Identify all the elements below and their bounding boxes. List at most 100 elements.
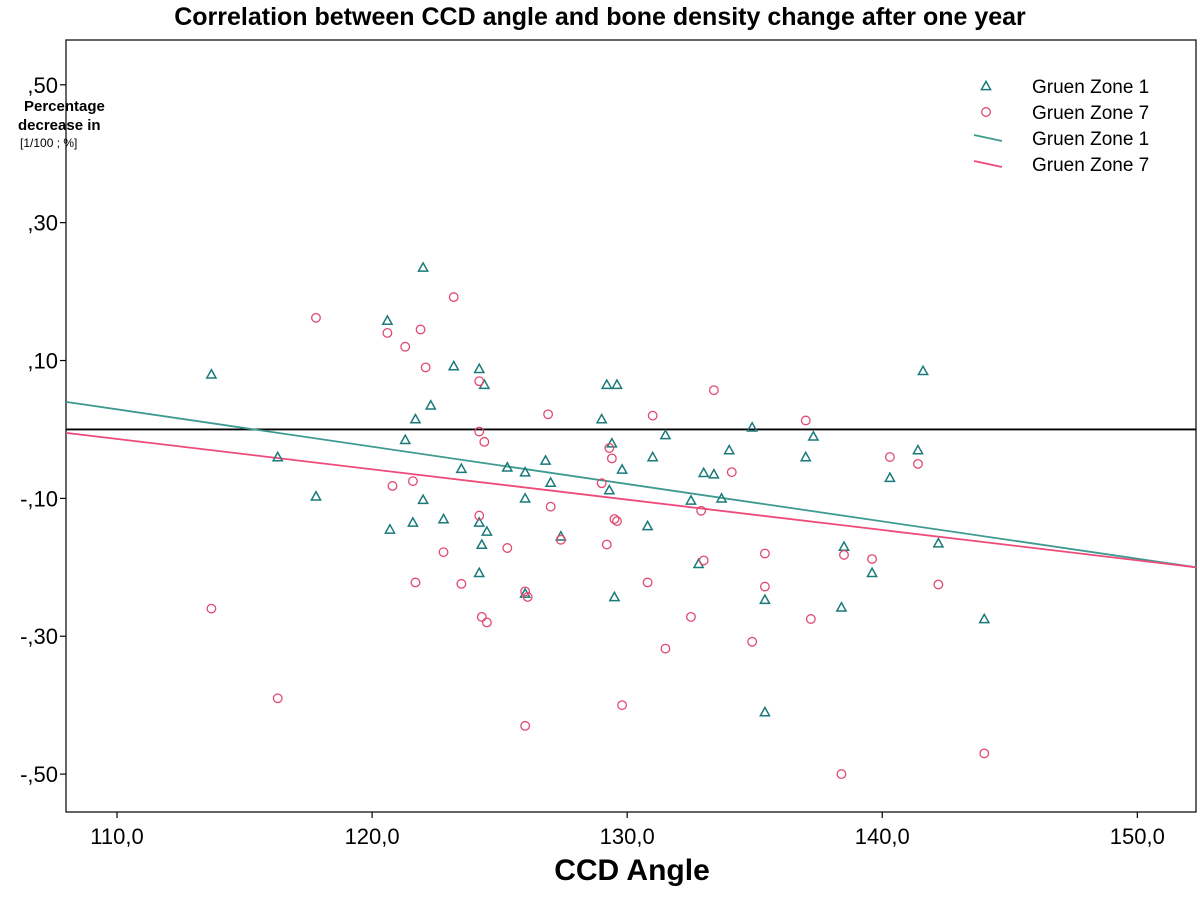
zone7-circle-point: [522, 591, 533, 602]
zone1-triangle-point: [381, 314, 394, 325]
zone1-triangle-point: [481, 525, 493, 536]
zone1-triangle-point: [835, 601, 848, 612]
zone7-circle-point: [481, 617, 492, 628]
legend-line-zone-1-icon: [973, 134, 1003, 142]
zone1-triangle-point: [659, 428, 672, 440]
y-tick-label: ,30: [27, 211, 58, 236]
zone7-circle-point: [311, 312, 321, 323]
zone1-triangle-point: [799, 450, 812, 462]
zone7-circle-point: [698, 555, 709, 566]
y-tick-label: -,10: [20, 486, 58, 511]
legend-label: Gruen Zone 7: [1032, 155, 1149, 176]
zone7-circle-point: [805, 614, 816, 624]
zone7-circle-point: [726, 467, 737, 478]
zone1-triangle-point: [600, 378, 613, 390]
legend-label: Gruen Zone 1: [1032, 77, 1149, 98]
zone7-circle-point: [933, 579, 944, 590]
zone7-circle-point: [708, 385, 719, 396]
zone7-circle-point: [438, 547, 449, 558]
zone7-circle-point: [407, 476, 418, 487]
zone1-triangle-point: [473, 516, 486, 527]
chart-title: Correlation between CCD angle and bone d…: [174, 3, 1026, 31]
zone1-triangle-point: [519, 466, 532, 477]
zone7-circle-point: [660, 643, 671, 654]
zone1-triangle-point: [384, 523, 396, 534]
zone7-circle-point: [596, 478, 607, 489]
zone7-circle-point: [474, 426, 485, 437]
zone7-circle-point: [448, 292, 459, 303]
zone1-triangle-point: [746, 421, 759, 432]
zone7-circle-point: [272, 693, 283, 704]
zone1-triangle-point: [759, 593, 771, 605]
y-tick-label: -,30: [20, 624, 58, 649]
zone1-triangle-point: [544, 476, 557, 487]
zone1-triangle-point: [697, 466, 710, 478]
zone7-circle-point: [617, 700, 628, 711]
zone7-circle-point: [759, 548, 770, 559]
zone7-circle-point: [545, 501, 556, 512]
zone7-circle-point: [474, 376, 485, 387]
zone7-circle-point: [800, 415, 811, 426]
zone1-triangle-point: [407, 516, 419, 527]
fit-lines: [65, 400, 1197, 569]
zone7-circle-point: [420, 362, 431, 373]
zone1-triangle-point: [912, 443, 924, 455]
zone7-circle-point: [474, 510, 485, 521]
y-axis: ,50 ,30 ,10 -,10 -,30 -,50: [20, 73, 66, 787]
zone7-circle-point: [759, 581, 770, 592]
zone7-circle-point: [520, 720, 531, 731]
zone7-circle-point: [913, 458, 923, 469]
zone1-triangle-point: [424, 399, 437, 410]
zone1-triangle-point: [417, 261, 429, 272]
legend-label: Gruen Zone 7: [1032, 103, 1149, 124]
zone1-triangle-point: [866, 566, 878, 578]
y-tick-label: ,50: [27, 73, 58, 98]
zone1-triangle-point: [271, 450, 284, 462]
zone1-triangle-point: [595, 412, 608, 424]
zone7-circle-point: [479, 436, 490, 447]
zone1-triangle-point: [501, 461, 514, 472]
legend-circle-icon: [981, 107, 991, 117]
zone1-triangle-point: [539, 454, 552, 465]
zone7-circle-point: [867, 554, 877, 564]
zone7-circle-point: [647, 410, 658, 421]
x-tick-label: 150,0: [1110, 824, 1165, 849]
zone7-circle-point: [206, 603, 217, 614]
y-axis-title-line-1: Percentage: [24, 98, 105, 115]
y-axis-title-line-2: decrease in: [18, 117, 101, 134]
zone1-triangle-point: [409, 412, 422, 424]
zone7-circle-point: [382, 327, 393, 338]
zone7-circle-point: [979, 748, 990, 759]
zone7-circle-point: [415, 324, 426, 335]
x-tick-label: 120,0: [345, 824, 400, 849]
x-tick-label: 130,0: [600, 824, 655, 849]
zone7-circle-point: [696, 505, 707, 516]
x-tick-label: 110,0: [90, 824, 143, 849]
zone1-triangle-point: [807, 430, 820, 441]
zone7-circle-point: [476, 611, 487, 622]
zone7-circle-point: [520, 586, 531, 597]
zone1-triangle-point: [759, 705, 771, 717]
legend-label: Gruen Zone 1: [1032, 129, 1149, 150]
zone1-triangle-point: [723, 443, 736, 455]
zone1-triangle-point: [932, 537, 945, 548]
y-tick-label: -,50: [20, 762, 58, 787]
zone7-circle-point: [601, 539, 612, 550]
zone7-circle-point: [543, 409, 554, 420]
zone1-triangle-point: [616, 463, 628, 474]
zone1-triangle-point: [475, 538, 488, 549]
zone1-triangle-point: [205, 368, 218, 379]
zone1-triangle-point: [399, 433, 412, 445]
zone1-triangle-point: [473, 566, 486, 578]
fit-line-gruen-zone-1: [65, 400, 1197, 569]
zone1-triangle-point: [917, 364, 929, 376]
legend-line-zone-7-icon: [973, 160, 1003, 168]
zone7-circle-point: [400, 341, 411, 352]
legend-triangle-icon: [980, 79, 992, 91]
zone7-circle-point: [612, 516, 622, 527]
x-axis-title: CCD Angle: [554, 854, 710, 887]
zone1-triangle-point: [603, 483, 616, 495]
zone1-triangle-point: [608, 590, 621, 602]
zone1-triangle-point: [473, 362, 486, 374]
